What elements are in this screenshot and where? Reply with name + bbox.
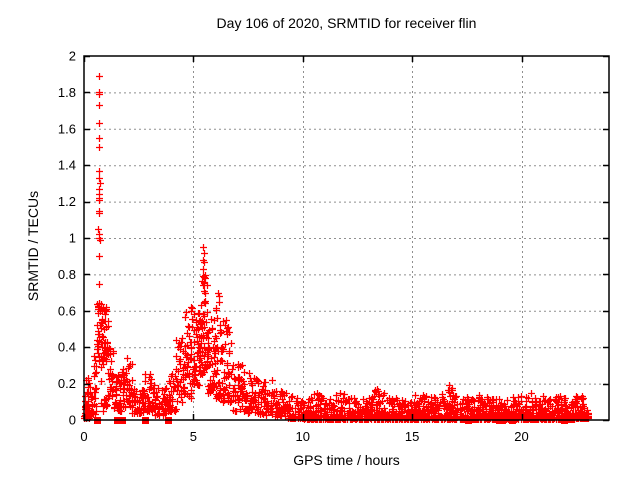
tick-labels: 00.20.40.60.811.21.41.61.820 5 10 15 20 <box>58 49 529 445</box>
y-tick-label: 1.8 <box>58 85 76 100</box>
x-tick-label: 10 <box>296 429 310 444</box>
scatter-series <box>81 73 592 423</box>
x-axis-label: GPS time / hours <box>293 452 400 468</box>
chart-title: Day 106 of 2020, SRMTID for receiver fli… <box>216 15 477 31</box>
y-tick-label: 0.4 <box>58 340 76 355</box>
x-tick-label: 20 <box>514 429 528 444</box>
y-tick-label: 0.6 <box>58 303 76 318</box>
y-tick-label: 0.8 <box>58 267 76 282</box>
x-tick-label: 5 <box>190 429 197 444</box>
y-tick-label: 1.6 <box>58 121 76 136</box>
y-tick-label: 2 <box>69 49 76 64</box>
y-tick-label: 0 <box>69 413 76 428</box>
y-tick-label: 1.2 <box>58 194 76 209</box>
x-tick-label: 15 <box>405 429 419 444</box>
y-tick-label: 1.4 <box>58 158 76 173</box>
grid-lines <box>84 56 609 420</box>
axes-border <box>83 55 610 422</box>
y-tick-label: 0.2 <box>58 376 76 391</box>
x-tick-label: 0 <box>80 429 87 444</box>
y-tick-label: 1 <box>69 231 76 246</box>
